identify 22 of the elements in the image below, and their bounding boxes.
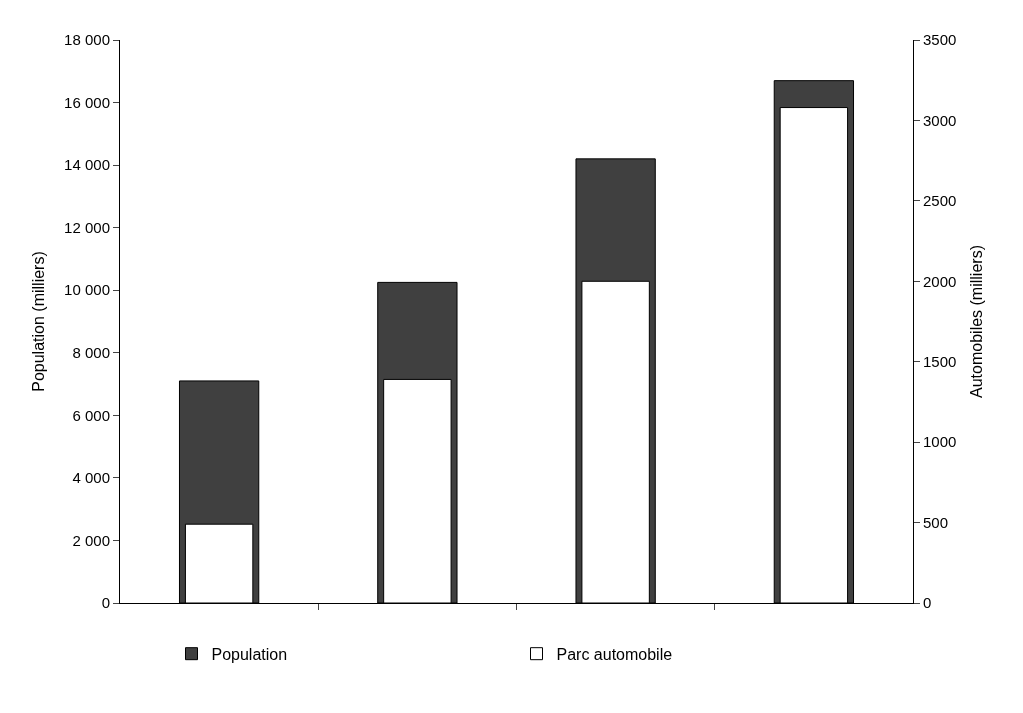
- y2-tick-label: 500: [923, 513, 949, 531]
- y-tick-label: 4 000: [72, 469, 110, 487]
- y2-tick-label: 1500: [923, 352, 957, 370]
- y2-tick-label: 3000: [923, 111, 957, 129]
- y2-tick-label: 0: [923, 594, 932, 612]
- y-axis-title: Population (milliers): [30, 251, 48, 392]
- y2-axis-title: Automobiles (milliers): [968, 245, 986, 398]
- y-tick-label: 16 000: [64, 93, 110, 111]
- y-tick-label: 6 000: [72, 406, 110, 424]
- legend-label: Parc automobile: [556, 645, 673, 663]
- y-tick-label: 0: [101, 594, 110, 612]
- y-tick-label: 14 000: [64, 156, 110, 174]
- y-tick-label: 8 000: [72, 344, 110, 362]
- y2-tick-label: 3500: [923, 31, 957, 49]
- y-tick-label: 18 000: [64, 31, 110, 49]
- y-tick-label: 12 000: [64, 218, 110, 236]
- y2-tick-label: 2000: [923, 272, 957, 290]
- legend-label: Population: [211, 645, 288, 663]
- y-tick-label: 2 000: [72, 531, 110, 549]
- y2-tick-label: 1000: [923, 433, 957, 451]
- y2-tick-label: 2500: [923, 192, 957, 210]
- y-tick-label: 10 000: [64, 281, 110, 299]
